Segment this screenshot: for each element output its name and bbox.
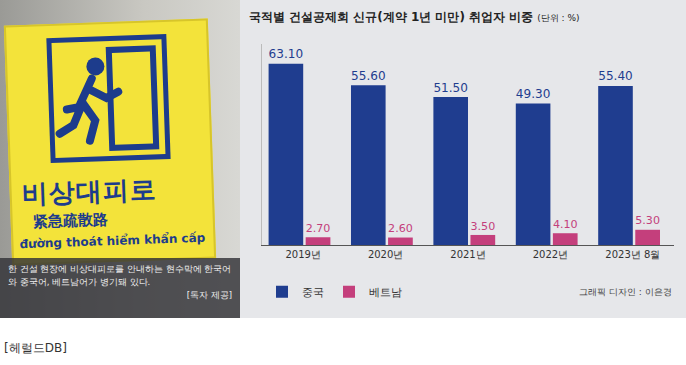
svg-text:55.40: 55.40 (598, 69, 633, 83)
svg-text:2022년: 2022년 (533, 249, 568, 260)
svg-text:49.30: 49.30 (516, 87, 551, 101)
svg-text:중국: 중국 (302, 286, 324, 299)
svg-text:51.50: 51.50 (433, 81, 468, 95)
svg-text:2020년: 2020년 (368, 249, 403, 260)
svg-text:4.10: 4.10 (553, 218, 578, 231)
html-text:đường thoát hiểm khẩn cấp: đường thoát hiểm khẩn cấp (19, 230, 206, 252)
svg-text:국적별 건설공제회 신규(계약 1년 미만) 취업자 비중: 국적별 건설공제회 신규(계약 1년 미만) 취업자 비중 (단위 : %) (249, 10, 580, 24)
svg-text:2021년: 2021년 (450, 249, 485, 260)
svg-text:3.50: 3.50 (470, 220, 495, 233)
html-text:한 건설 현장에 비상대피로를 안내하는 현수막에 한국어와: 한 건설 현장에 비상대피로를 안내하는 현수막에 한국어와 중국어, 베트남어… (8, 264, 232, 287)
svg-text:베트남: 베트남 (369, 286, 402, 299)
svg-text:63.10: 63.10 (269, 47, 304, 61)
svg-text:2.70: 2.70 (306, 222, 331, 235)
html-text:비상대피로: 비상대피로 (21, 174, 158, 210)
svg-text:2019년: 2019년 (285, 249, 320, 260)
html-text:紧急疏散路: 紧急疏散路 (32, 210, 108, 231)
svg-text:55.60: 55.60 (351, 69, 386, 83)
svg-text:5.30: 5.30 (635, 214, 660, 227)
html-text:[헤럴드DB]: [헤럴드DB] (4, 341, 67, 355)
svg-text:그래픽 디자인 : 이은경: 그래픽 디자인 : 이은경 (579, 287, 672, 297)
svg-text:2.60: 2.60 (388, 222, 413, 235)
html-text:[독자 제공]: [독자 제공] (186, 290, 232, 300)
svg-text:2023년 8월: 2023년 8월 (605, 249, 660, 260)
